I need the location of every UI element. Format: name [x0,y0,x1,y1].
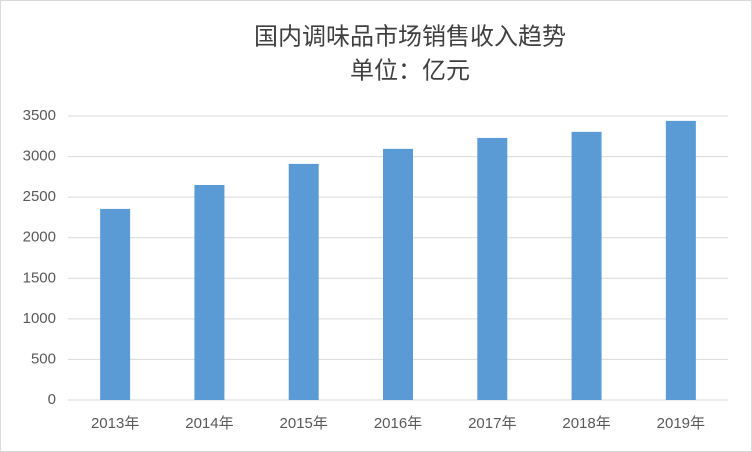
bar [383,148,413,400]
y-tick-label: 0 [48,391,56,408]
bar [571,131,602,400]
chart-title: 国内调味品市场销售收入趋势 [254,23,566,50]
x-tick-label: 2016年 [374,415,422,432]
x-tick-label: 2017年 [468,415,516,432]
x-tick-label: 2015年 [280,415,328,432]
bar [477,137,508,400]
bar [288,163,319,400]
bar [194,184,225,400]
bar [100,208,131,400]
chart-subtitle: 单位：亿元 [350,57,470,84]
x-tick-label: 2013年 [91,415,139,432]
bar [665,120,696,401]
x-tick-label: 2018年 [562,415,610,432]
y-tick-label: 3500 [23,107,56,124]
y-tick-label: 1500 [23,269,56,286]
y-tick-label: 1000 [23,310,56,327]
y-tick-label: 3000 [23,148,56,165]
y-tick-label: 2000 [23,229,56,246]
x-tick-label: 2014年 [185,415,233,432]
y-tick-label: 500 [31,350,56,367]
x-tick-label: 2019年 [657,415,705,432]
y-tick-label: 2500 [23,188,56,205]
